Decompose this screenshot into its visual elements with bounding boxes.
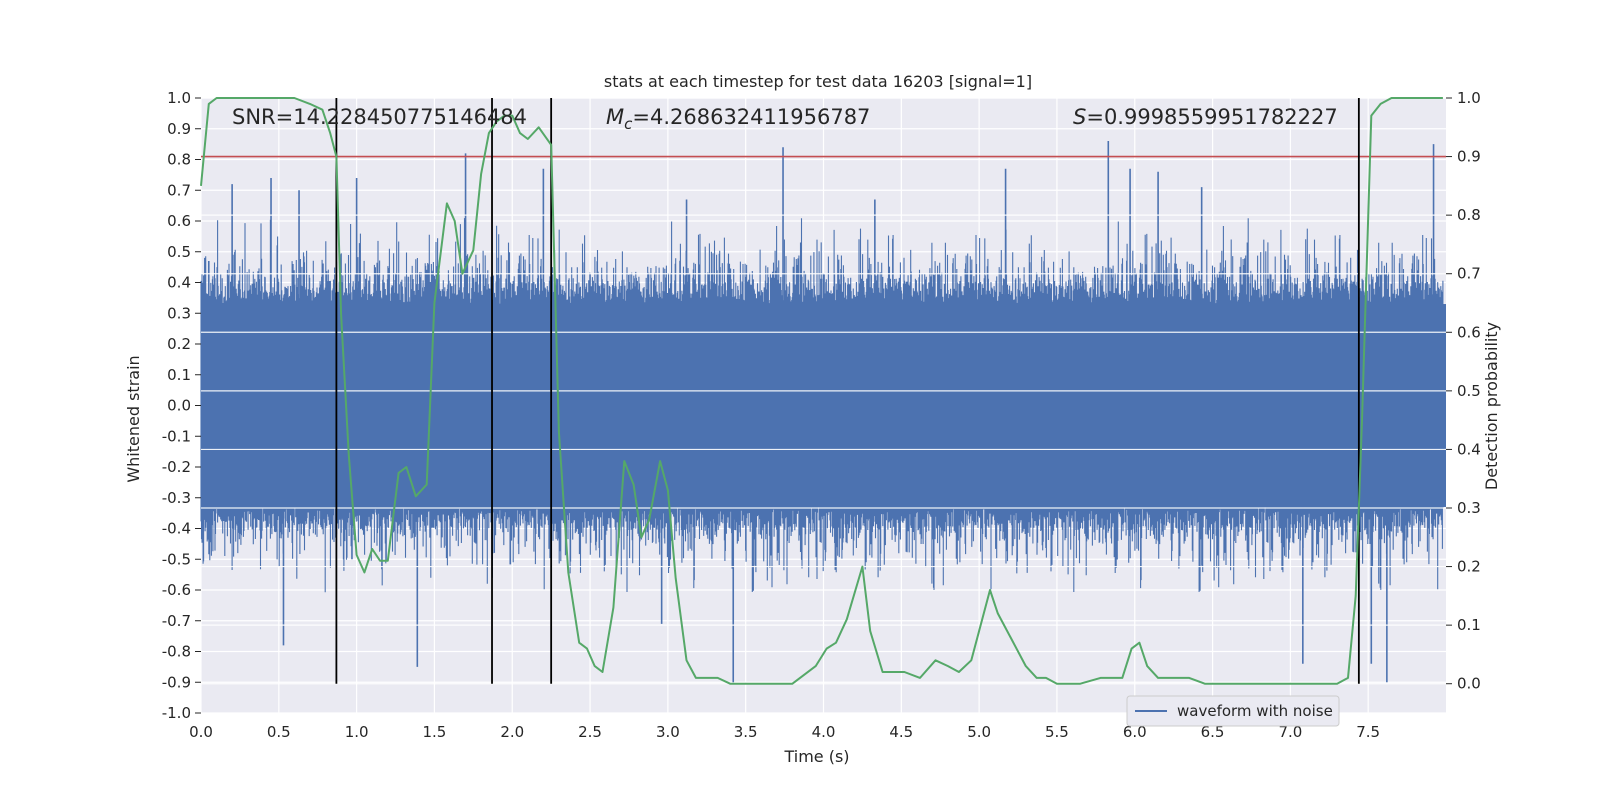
x-tick-label: 3.0 [656, 723, 680, 741]
y-tick-label-right: 0.9 [1457, 148, 1481, 166]
y-axis-label-left: Whitened strain [124, 355, 143, 482]
y-tick-label-right: 1.0 [1457, 89, 1481, 107]
x-tick-label: 6.5 [1201, 723, 1225, 741]
legend-label-waveform: waveform with noise [1177, 702, 1333, 720]
y-tick-label-left: -0.3 [162, 489, 191, 507]
x-tick-label: 5.5 [1045, 723, 1069, 741]
y-tick-label-left: -0.4 [162, 520, 191, 538]
x-tick-label: 0.0 [189, 723, 213, 741]
x-tick-label: 1.0 [345, 723, 369, 741]
y-tick-label-right: 0.3 [1457, 499, 1481, 517]
y-tick-label-left: -0.8 [162, 643, 191, 661]
x-tick-labels: 0.0 0.5 1.0 1.5 2.0 2.5 3.0 3.5 4.0 4.5 5.0 5.5 6.0 6… [189, 723, 1380, 741]
x-tick-label: 5.0 [967, 723, 991, 741]
x-tick-label: 4.5 [889, 723, 913, 741]
x-tick-label: 2.0 [500, 723, 524, 741]
legend: waveform with noise [1126, 695, 1340, 727]
snr-annotation: SNR=14.228450775146484 [232, 105, 527, 129]
x-tick-label: 4.0 [812, 723, 836, 741]
y-tick-label-right: 0.0 [1457, 675, 1481, 693]
y-tick-label-right: 0.8 [1457, 206, 1481, 224]
y-tick-label-left: 0.6 [167, 212, 191, 230]
y-tick-label-left: 0.8 [167, 151, 191, 169]
score-annotation: S=0.9998559951782227 [1073, 105, 1338, 129]
y-tick-label-right: 0.5 [1457, 382, 1481, 400]
x-tick-label: 7.0 [1278, 723, 1302, 741]
y-tick-label-right: 0.6 [1457, 323, 1481, 341]
x-tick-label: 0.5 [267, 723, 291, 741]
probability-line [200, 97, 1443, 685]
chirp-mass-annotation: Mc=4.268632411956787 [606, 105, 870, 133]
vertical-markers [335, 98, 1360, 684]
y-tick-labels-right: 0.0 0.1 0.2 0.3 0.4 0.5 0.6 0.7 0.8 0.9 1.0 [1446, 89, 1481, 693]
x-tick-label: 3.5 [734, 723, 758, 741]
probability-series [200, 97, 1443, 685]
y-tick-label-left: 0.4 [167, 274, 191, 292]
y-tick-label-left: -0.2 [162, 458, 191, 476]
y-tick-label-left: 0.5 [167, 243, 191, 261]
x-tick-label: 6.0 [1123, 723, 1147, 741]
x-tick-label: 1.5 [423, 723, 447, 741]
y-axis-label-right: Detection probability [1482, 322, 1501, 490]
legend-box [1126, 695, 1340, 727]
y-tick-label-left: -1.0 [162, 704, 191, 722]
y-tick-label-left: 0.3 [167, 304, 191, 322]
waveform-noise-trace [200, 218, 1444, 593]
y-tick-label-left: -0.6 [162, 581, 191, 599]
y-tick-label-left: 0.0 [167, 397, 191, 415]
y-tick-label-left: 0.9 [167, 120, 191, 138]
y-tick-label-left: -0.5 [162, 550, 191, 568]
y-tick-label-left: -0.1 [162, 427, 191, 445]
y-tick-label-left: -0.7 [162, 612, 191, 630]
x-tick-label: 2.5 [578, 723, 602, 741]
x-axis-label: Time (s) [783, 747, 849, 766]
y-tick-label-right: 0.1 [1457, 616, 1481, 634]
y-tick-labels-left: -1.0 -0.9 -0.8 -0.7 -0.6 -0.5 -0.4 -0.3 -0.2 -0.1… [162, 89, 201, 722]
y-tick-label-left: 1.0 [167, 89, 191, 107]
x-tick-label: 7.5 [1356, 723, 1380, 741]
y-tick-label-right: 0.7 [1457, 265, 1481, 283]
y-tick-label-left: 0.7 [167, 181, 191, 199]
y-tick-label-right: 0.4 [1457, 440, 1481, 458]
y-tick-label-left: -0.9 [162, 673, 191, 691]
y-tick-label-right: 0.2 [1457, 558, 1481, 576]
y-tick-label-left: 0.1 [167, 366, 191, 384]
chart-title: stats at each timestep for test data 162… [604, 72, 1032, 91]
y-tick-label-left: 0.2 [167, 335, 191, 353]
